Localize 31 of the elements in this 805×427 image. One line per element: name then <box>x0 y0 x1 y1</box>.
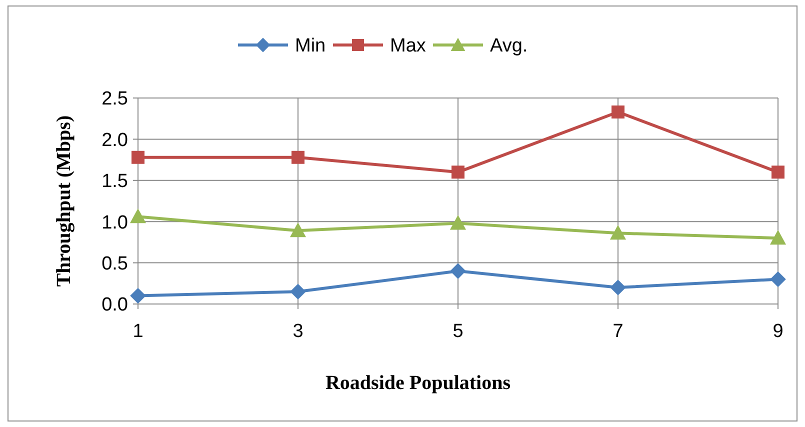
y-tick-label: 1.5 <box>102 171 128 192</box>
x-tick-label: 1 <box>132 321 144 342</box>
x-tick-label: 5 <box>452 321 464 342</box>
point <box>290 284 306 300</box>
point <box>772 166 784 179</box>
y-tick-label: 1.0 <box>102 212 128 234</box>
point <box>132 150 144 164</box>
point <box>450 263 466 279</box>
point <box>610 225 626 240</box>
point <box>290 222 306 238</box>
y-tick-label: 0.5 <box>102 253 128 274</box>
y-axis-title: Throughput (Mbps) <box>53 115 75 287</box>
x-tick-label: 7 <box>612 321 624 342</box>
point <box>612 106 624 119</box>
y-tick-label: 0.0 <box>102 294 128 316</box>
point <box>770 272 786 287</box>
point <box>450 216 466 230</box>
point <box>610 280 626 296</box>
point <box>452 166 464 179</box>
point <box>130 208 146 224</box>
x-axis-title: Roadside Populations <box>325 372 511 394</box>
y-tick-label: 2.5 <box>102 88 128 110</box>
y-tick-label: 2.0 <box>102 130 128 151</box>
legend-label: Min <box>295 36 326 57</box>
point <box>770 230 786 245</box>
x-tick-label: 9 <box>772 321 784 342</box>
legend-label: Avg. <box>490 36 528 57</box>
legend-label: Max <box>390 36 426 57</box>
x-tick-label: 3 <box>292 321 304 342</box>
point <box>130 288 146 304</box>
point <box>292 150 304 164</box>
